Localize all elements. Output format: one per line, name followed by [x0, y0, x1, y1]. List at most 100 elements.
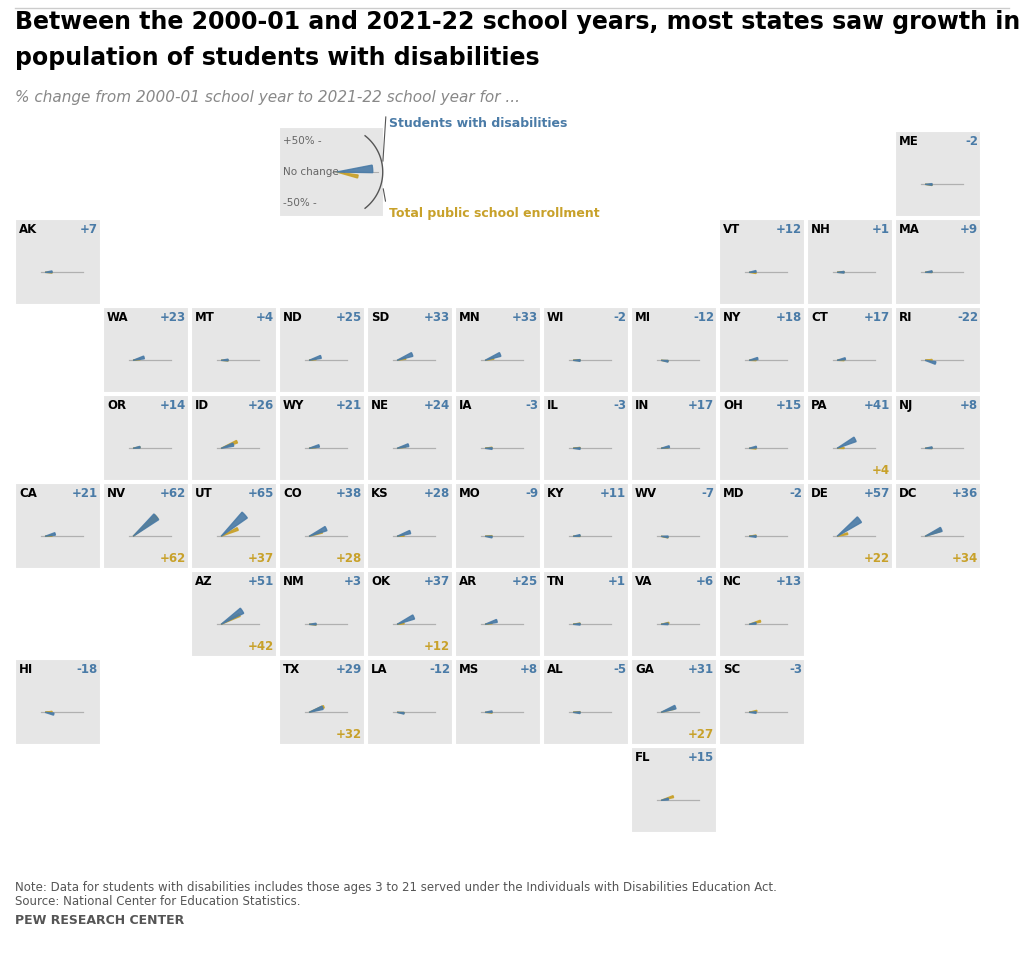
Polygon shape: [925, 360, 936, 364]
Polygon shape: [485, 353, 501, 360]
Polygon shape: [133, 447, 140, 449]
Polygon shape: [662, 798, 669, 800]
Text: +37: +37: [248, 552, 274, 565]
Text: +26: +26: [248, 399, 274, 412]
Text: AK: AK: [19, 223, 37, 236]
Text: +42: +42: [248, 640, 274, 653]
Text: OR: OR: [106, 399, 126, 412]
Polygon shape: [309, 359, 316, 360]
Bar: [15, 483, 101, 569]
Text: MD: MD: [723, 487, 744, 500]
Text: +1: +1: [872, 223, 890, 236]
Polygon shape: [397, 623, 404, 624]
Bar: [191, 483, 278, 569]
Text: LA: LA: [371, 663, 388, 676]
Bar: [103, 395, 189, 481]
Bar: [279, 571, 365, 657]
Polygon shape: [397, 535, 404, 536]
Text: GA: GA: [635, 663, 654, 676]
Polygon shape: [309, 623, 316, 625]
Text: -2: -2: [613, 311, 626, 324]
Text: CT: CT: [811, 311, 827, 324]
Bar: [455, 659, 541, 745]
Text: +37: +37: [424, 575, 450, 588]
Polygon shape: [573, 535, 581, 536]
Text: RI: RI: [899, 311, 912, 324]
Bar: [719, 483, 805, 569]
Polygon shape: [750, 448, 756, 449]
Text: MI: MI: [635, 311, 651, 324]
Polygon shape: [45, 535, 52, 536]
Text: +1: +1: [608, 575, 626, 588]
Bar: [191, 395, 278, 481]
Bar: [719, 219, 805, 305]
Text: -7: -7: [701, 487, 714, 500]
Polygon shape: [485, 447, 493, 449]
Bar: [719, 571, 805, 657]
Text: OK: OK: [371, 575, 390, 588]
Text: +21: +21: [72, 487, 98, 500]
Bar: [631, 571, 717, 657]
Text: MA: MA: [899, 223, 920, 236]
Text: +33: +33: [512, 311, 538, 324]
Polygon shape: [837, 358, 846, 360]
Polygon shape: [397, 615, 415, 624]
Bar: [631, 307, 717, 393]
Bar: [15, 659, 101, 745]
Polygon shape: [485, 712, 493, 713]
Polygon shape: [221, 359, 228, 360]
Text: SD: SD: [371, 311, 389, 324]
Bar: [103, 483, 189, 569]
Polygon shape: [45, 533, 55, 536]
Bar: [367, 395, 453, 481]
Text: -18: -18: [77, 663, 98, 676]
Text: -2: -2: [965, 135, 978, 148]
Polygon shape: [133, 359, 140, 360]
Polygon shape: [309, 447, 316, 449]
Polygon shape: [837, 359, 844, 360]
Text: +12: +12: [424, 640, 450, 653]
Text: NJ: NJ: [899, 399, 913, 412]
Text: +8: +8: [959, 399, 978, 412]
Text: PEW RESEARCH CENTER: PEW RESEARCH CENTER: [15, 914, 184, 927]
Polygon shape: [837, 437, 856, 449]
Polygon shape: [925, 527, 942, 536]
Text: +29: +29: [336, 663, 362, 676]
Text: +8: +8: [520, 663, 538, 676]
Bar: [367, 307, 453, 393]
Polygon shape: [925, 184, 932, 185]
Bar: [895, 395, 981, 481]
Polygon shape: [485, 619, 498, 624]
Polygon shape: [133, 447, 140, 449]
Polygon shape: [662, 536, 668, 538]
Polygon shape: [45, 712, 54, 715]
Polygon shape: [221, 513, 248, 536]
Polygon shape: [309, 445, 319, 449]
Polygon shape: [309, 624, 316, 625]
Polygon shape: [662, 705, 676, 712]
Bar: [807, 307, 893, 393]
Bar: [807, 483, 893, 569]
Text: +22: +22: [864, 552, 890, 565]
Polygon shape: [573, 623, 580, 624]
Polygon shape: [309, 706, 324, 712]
Text: +31: +31: [688, 663, 714, 676]
Text: IN: IN: [635, 399, 649, 412]
Polygon shape: [45, 271, 52, 272]
Polygon shape: [662, 360, 668, 362]
Text: +33: +33: [424, 311, 450, 324]
Text: CA: CA: [19, 487, 37, 500]
Text: UT: UT: [195, 487, 213, 500]
Polygon shape: [925, 529, 941, 536]
Text: VA: VA: [635, 575, 652, 588]
Text: +9: +9: [959, 223, 978, 236]
Text: No change -: No change -: [283, 167, 346, 177]
Bar: [543, 659, 629, 745]
Bar: [543, 483, 629, 569]
Bar: [719, 307, 805, 393]
Text: +32: +32: [336, 728, 362, 741]
Polygon shape: [573, 536, 581, 537]
Polygon shape: [309, 356, 322, 360]
Polygon shape: [133, 515, 158, 536]
Polygon shape: [337, 172, 358, 178]
